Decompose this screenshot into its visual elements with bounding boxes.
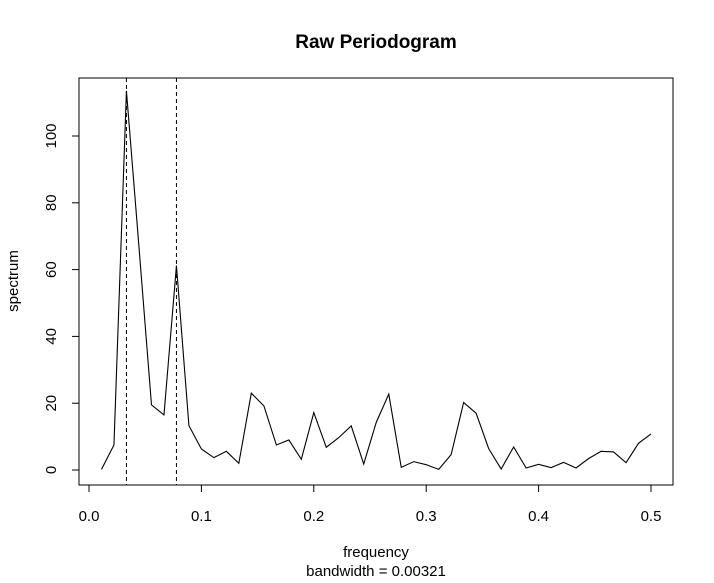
data-points (100, 90, 652, 471)
x-axis: 0.0 0.1 0.2 0.3 0.4 0.5 (79, 484, 662, 525)
y-tick-label: 100 (43, 123, 60, 148)
y-tick-label: 40 (43, 328, 60, 345)
x-axis-label: frequency (343, 544, 409, 561)
spectrum-line (100, 90, 652, 471)
bandwidth-label: bandwidth = 0.00321 (306, 563, 446, 580)
y-axis-label: spectrum (5, 250, 22, 312)
x-tick-label: 0.1 (191, 508, 212, 525)
y-tick-label: 20 (43, 395, 60, 412)
x-tick-label: 0.2 (303, 508, 324, 525)
y-tick-label: 0 (43, 466, 60, 474)
reference-lines (125, 78, 177, 485)
x-tick-label: 0.3 (416, 508, 437, 525)
x-tick-label: 0.5 (641, 508, 662, 525)
y-tick-label: 80 (43, 194, 60, 211)
x-tick-label: 0.4 (528, 508, 549, 525)
y-axis: 0 20 40 60 80 100 (43, 123, 80, 474)
chart-title: Raw Periodogram (295, 32, 457, 53)
x-tick-label: 0.0 (79, 508, 100, 525)
y-tick-label: 60 (43, 261, 60, 278)
